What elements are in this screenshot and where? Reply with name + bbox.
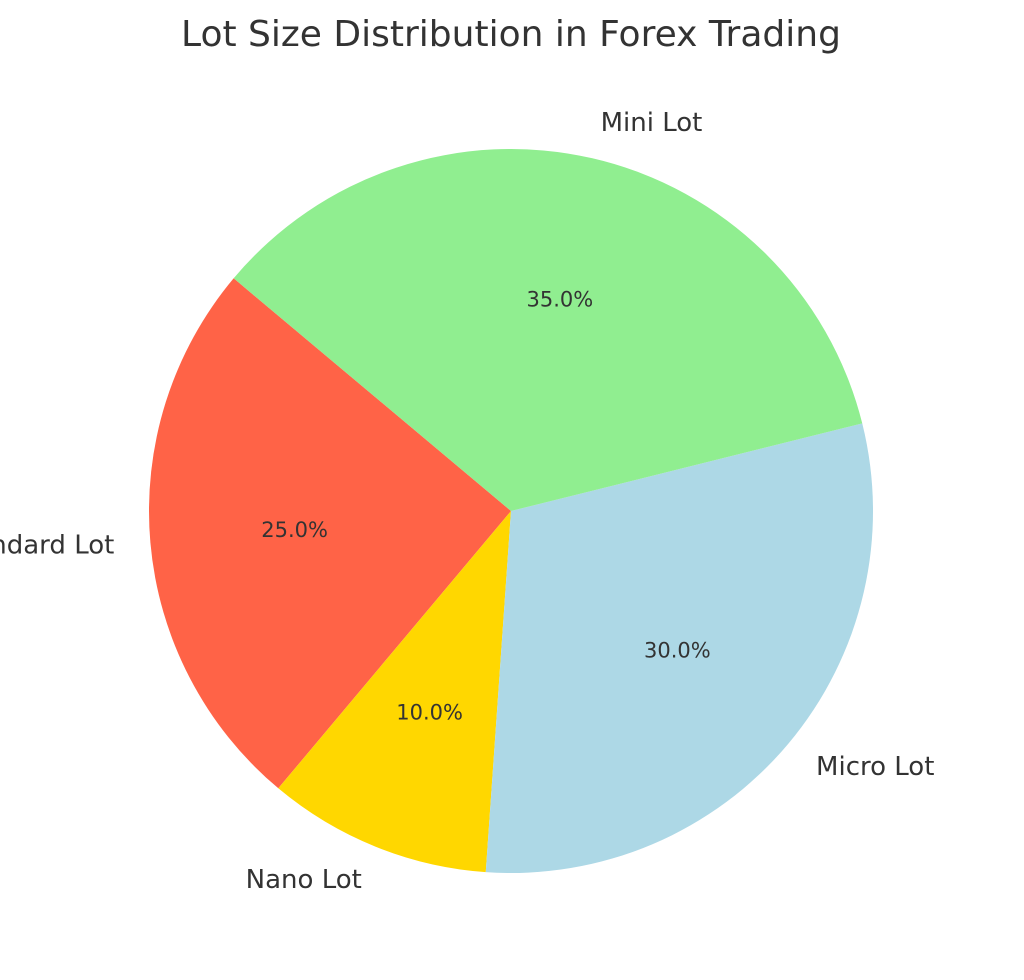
slice-label-micro-lot: Micro Lot xyxy=(816,752,934,782)
pie-slice-micro-lot xyxy=(485,423,874,874)
slice-label-nano-lot: Nano Lot xyxy=(246,865,362,895)
slice-label-standard-lot: Standard Lot xyxy=(0,531,114,561)
pie-slice-mini-lot xyxy=(233,148,863,511)
pie-labels: Standard Lot 25.0% Nano Lot 10.0% Micro Lot 3… xyxy=(0,108,934,895)
slice-percent-micro-lot: 30.0% xyxy=(644,639,711,663)
slice-percent-mini-lot: 35.0% xyxy=(527,287,594,311)
slice-percent-nano-lot: 10.0% xyxy=(396,700,463,724)
pie-slice-nano-lot xyxy=(278,511,511,873)
pie-slice-standard-lot xyxy=(148,278,511,789)
slice-percent-standard-lot: 25.0% xyxy=(261,518,328,542)
slice-label-mini-lot: Mini Lot xyxy=(601,108,703,138)
pie-slices xyxy=(148,148,874,874)
chart-title: Lot Size Distribution in Forex Trading xyxy=(181,14,841,55)
